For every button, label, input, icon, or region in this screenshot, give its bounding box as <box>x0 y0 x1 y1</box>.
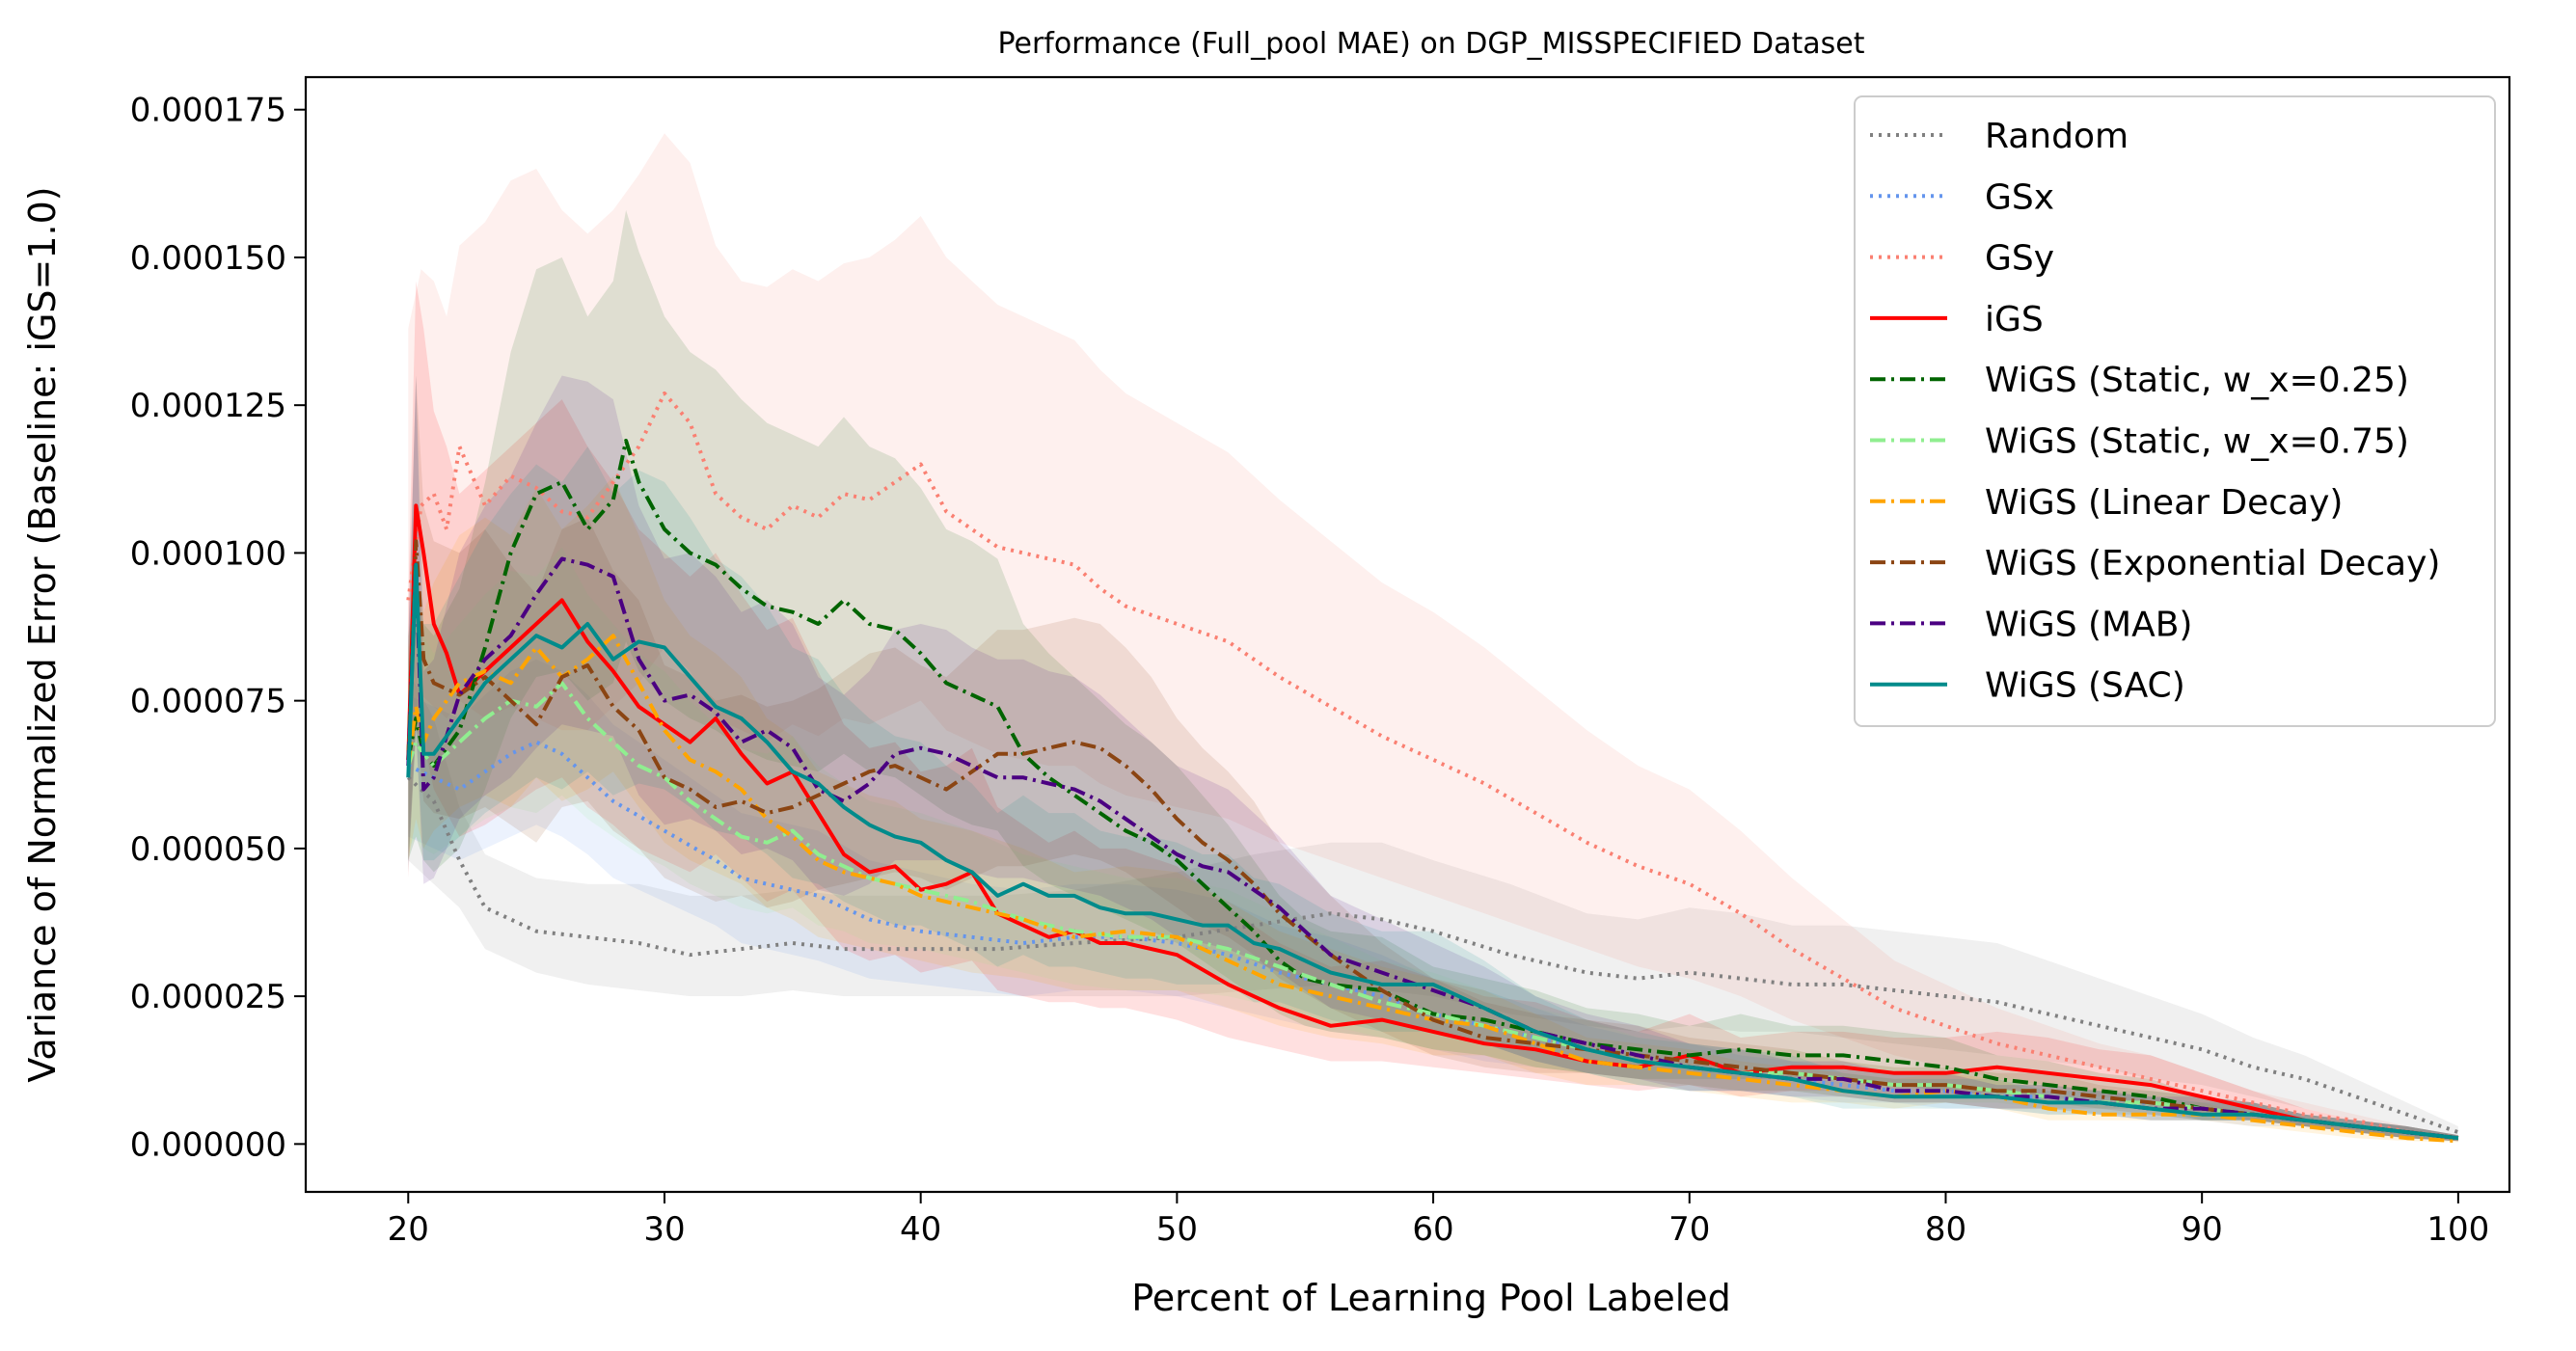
legend-label-wigs-mab: WiGS (MAB) <box>1985 605 2192 644</box>
x-tick-label-60: 60 <box>1412 1210 1453 1249</box>
x-tick-label-80: 80 <box>1925 1210 1966 1249</box>
legend-label-wigs-static-w-x-0-75: WiGS (Static, w_x=0.75) <box>1985 422 2409 462</box>
band-wigs-static-w-x-0-75 <box>408 547 2458 1142</box>
line-random <box>406 775 2459 1134</box>
chart-title: Performance (Full_pool MAE) on DGP_MISSP… <box>997 27 1864 61</box>
band-gsy <box>408 133 2458 1142</box>
legend-box <box>1854 95 2496 727</box>
line-wigs-exponential-decay <box>406 539 2459 1141</box>
legend-label-random: Random <box>1985 117 2129 156</box>
legend-label-wigs-sac: WiGS (SAC) <box>1985 666 2185 706</box>
line-wigs-linear-decay <box>406 634 2459 1144</box>
band-wigs-linear-decay <box>408 475 2458 1143</box>
line-wigs-static-w-x-0-75 <box>406 681 2459 1141</box>
x-axis-ticks: 20 30 40 50 60 70 80 90 100 <box>388 1192 2489 1249</box>
legend-label-wigs-exponential-decay: WiGS (Exponential Decay) <box>1985 544 2440 583</box>
band-random <box>408 671 2458 1139</box>
x-tick-label-90: 90 <box>2182 1210 2223 1249</box>
series-lines <box>406 391 2459 1144</box>
band-wigs-static-w-x-0-25 <box>408 209 2458 1142</box>
y-axis-label: Variance of Normalized Error (Baseline: … <box>21 186 64 1082</box>
x-tick-label-50: 50 <box>1156 1210 1198 1249</box>
legend: Random GSx GSy iGS WiGS (Static, w_x=0.25) Wi… <box>1854 95 2496 727</box>
legend-label-wigs-linear-decay: WiGS (Linear Decay) <box>1985 483 2343 523</box>
confidence-bands <box>408 133 2458 1143</box>
legend-label-wigs-static-w-x-0-25: WiGS (Static, w_x=0.25) <box>1985 361 2409 400</box>
y-tick-label-7: 0.000175 <box>130 92 286 130</box>
y-tick-label-0: 0.000000 <box>130 1125 286 1164</box>
band-wigs-sac <box>408 375 2458 1142</box>
y-axis-ticks: 0.000000 0.000025 0.000050 0.000075 0.000100… <box>130 92 306 1164</box>
band-igs <box>408 281 2458 1142</box>
legend-label-gsx: GSx <box>1985 177 2054 217</box>
x-axis-label: Percent of Learning Pool Labeled <box>1131 1277 1731 1319</box>
x-tick-label-40: 40 <box>900 1210 941 1249</box>
legend-label-gsy: GSy <box>1985 239 2054 279</box>
plot-frame <box>304 75 2511 1194</box>
x-tick-label-70: 70 <box>1668 1210 1710 1249</box>
line-wigs-sac <box>406 562 2459 1141</box>
x-tick-label-30: 30 <box>643 1210 685 1249</box>
band-gsx <box>408 659 2458 1142</box>
band-wigs-exponential-decay <box>408 375 2458 1142</box>
y-tick-label-1: 0.000025 <box>130 978 286 1016</box>
y-tick-label-2: 0.000050 <box>130 830 286 869</box>
legend-label-igs: iGS <box>1985 300 2044 339</box>
line-wigs-static-w-x-0-25 <box>406 439 2459 1141</box>
band-wigs-mab <box>408 375 2458 1142</box>
y-tick-label-5: 0.000125 <box>130 387 286 425</box>
y-tick-label-6: 0.000150 <box>130 239 286 278</box>
line-wigs-mab <box>406 556 2459 1141</box>
y-tick-label-3: 0.000075 <box>130 683 286 721</box>
x-tick-label-100: 100 <box>2427 1210 2489 1249</box>
x-tick-label-20: 20 <box>388 1210 429 1249</box>
y-tick-label-4: 0.000100 <box>130 534 286 573</box>
